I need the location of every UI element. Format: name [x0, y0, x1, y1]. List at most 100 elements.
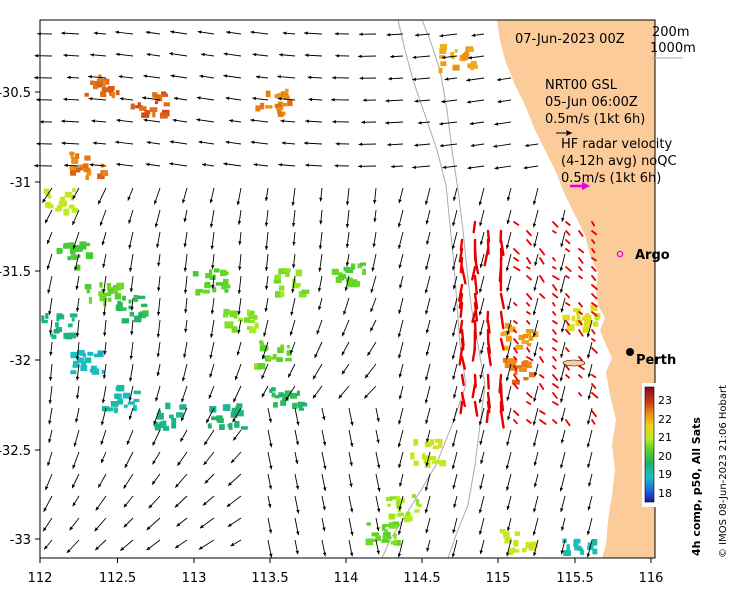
- radar-arrow: [460, 373, 465, 387]
- sst-pixel: [286, 350, 292, 356]
- sst-pixel: [238, 317, 244, 322]
- y-tick-label: -31.5: [0, 265, 31, 280]
- sst-pixel: [283, 95, 290, 100]
- sst-pixel: [69, 313, 78, 318]
- sst-pixel: [111, 91, 116, 99]
- sst-pixel: [71, 317, 75, 322]
- model-arrow: [115, 30, 134, 35]
- sst-pixel: [97, 350, 104, 357]
- model-arrow: [452, 473, 458, 490]
- model-arrow: [169, 162, 188, 167]
- model-arrow: [505, 231, 512, 249]
- sst-pixel: [259, 340, 264, 345]
- sst-pixel: [72, 188, 76, 193]
- model-arrow: [66, 539, 80, 554]
- sst-pixel: [115, 90, 120, 96]
- sst-pixel: [207, 423, 212, 429]
- model-arrow: [561, 209, 566, 222]
- x-tick-label: 112.5: [99, 571, 136, 586]
- sst-pixel: [71, 157, 79, 164]
- model-arrow: [267, 473, 273, 490]
- model-arrow: [371, 253, 377, 272]
- model-arrow: [424, 385, 431, 404]
- model-arrow: [48, 429, 53, 444]
- sst-pixel: [281, 102, 288, 107]
- model-arrow: [506, 187, 512, 202]
- sst-pixel: [271, 387, 276, 392]
- sst-pixel: [110, 401, 119, 407]
- model-arrow: [398, 187, 404, 204]
- model-arrow: [130, 297, 134, 311]
- model-arrow: [452, 363, 458, 380]
- model-arrow: [261, 341, 269, 360]
- sst-pixel: [69, 151, 75, 155]
- model-arrow: [128, 407, 134, 420]
- model-arrow: [345, 253, 350, 267]
- model-arrow: [250, 30, 269, 35]
- radar-arrow: [473, 400, 479, 417]
- model-arrow: [332, 120, 350, 124]
- sst-pixel: [429, 455, 437, 461]
- sst-pixel: [87, 351, 94, 356]
- sst-pixel: [365, 538, 374, 546]
- sst-pixel: [393, 540, 401, 546]
- model-arrow: [388, 76, 404, 81]
- sst-pixel: [78, 350, 82, 356]
- model-arrow: [370, 297, 377, 313]
- radar-arrow: [483, 247, 490, 267]
- sst-pixel: [170, 414, 174, 420]
- model-arrow: [292, 231, 296, 246]
- radar-arrow: [552, 311, 557, 316]
- model-arrow: [318, 253, 323, 272]
- sst-pixel: [396, 502, 401, 509]
- radar-arrow: [591, 302, 598, 308]
- model-arrow: [533, 473, 539, 488]
- model-arrow: [267, 495, 272, 508]
- radar-arrow: [591, 293, 598, 300]
- plot-frame: [39, 19, 656, 559]
- model-arrow: [64, 163, 80, 168]
- sst-pixel: [75, 264, 81, 271]
- sst-pixel: [279, 285, 285, 291]
- credit-label: © IMOS 08-Jun-2023 21:06 Hobart: [718, 385, 729, 558]
- model-arrow: [412, 77, 431, 81]
- model-arrow: [425, 407, 431, 425]
- sst-pixel: [571, 315, 576, 322]
- sst-pixel: [277, 106, 284, 110]
- model-arrow: [75, 407, 80, 423]
- colorbar: [644, 386, 655, 503]
- model-arrow: [385, 121, 404, 125]
- model-arrow: [478, 275, 485, 293]
- radar-arrow: [565, 374, 570, 379]
- model-arrow: [103, 341, 107, 355]
- model-arrow: [534, 363, 539, 377]
- model-arrow: [128, 385, 134, 402]
- sst-pixel: [450, 52, 455, 58]
- model-arrow: [294, 407, 300, 426]
- model-arrow: [559, 473, 566, 492]
- model-arrow: [425, 517, 431, 534]
- sst-pixel: [101, 87, 110, 92]
- sst-pixel: [163, 102, 170, 107]
- model-arrow: [362, 98, 377, 102]
- sst-pixel: [161, 91, 167, 95]
- x-tick-label: 112: [28, 571, 53, 586]
- sst-pixel: [274, 94, 281, 99]
- model-arrow: [312, 363, 323, 380]
- model-arrow: [34, 76, 53, 80]
- model-arrow: [174, 539, 188, 549]
- sst-pixel: [395, 499, 401, 506]
- sst-pixel: [90, 365, 97, 370]
- sst-pixel: [280, 400, 287, 406]
- sst-pixel: [282, 393, 290, 398]
- model-arrow: [335, 142, 350, 146]
- sst-pixel: [90, 80, 95, 85]
- model-current-arrows: [34, 30, 593, 558]
- model-arrow: [75, 275, 80, 290]
- model-arrow: [282, 31, 296, 35]
- sst-pixel: [574, 545, 582, 551]
- model-arrow: [176, 517, 188, 527]
- sst-pixel: [133, 315, 142, 323]
- sst-pixel: [75, 254, 81, 258]
- radar-arrow: [552, 284, 558, 292]
